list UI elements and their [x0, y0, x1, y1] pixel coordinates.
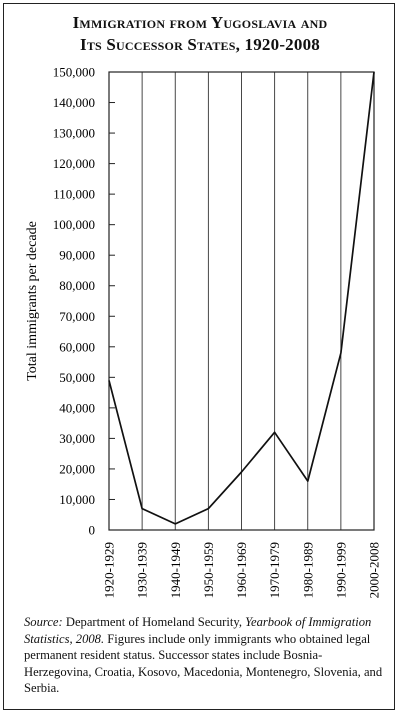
y-tick-label-20000: 20,000 — [59, 461, 95, 476]
x-tick-label-1980-1989: 1980-1989 — [300, 542, 315, 598]
chart-title-line-1: Immigration from Yugoslavia and — [72, 13, 328, 32]
chart-frame — [3, 3, 395, 710]
y-tick-label-0: 0 — [89, 523, 96, 538]
y-tick-label-100000: 100,000 — [53, 217, 95, 232]
x-tick-label-1920-1929: 1920-1929 — [102, 542, 117, 598]
y-axis-label: Total immigrants per decade — [25, 221, 40, 381]
y-tick-label-140000: 140,000 — [53, 95, 95, 110]
y-tick-label-120000: 120,000 — [53, 156, 95, 171]
y-tick-label-10000: 10,000 — [59, 492, 95, 507]
source-label: Source: — [24, 615, 63, 629]
y-tick-label-60000: 60,000 — [59, 339, 95, 354]
series-line — [108, 71, 375, 525]
x-tick-label-1930-1939: 1930-1939 — [135, 542, 150, 598]
y-tick-label-70000: 70,000 — [59, 309, 95, 324]
y-tick-label-80000: 80,000 — [59, 278, 95, 293]
source-text-a: Department of Homeland Security, — [62, 615, 246, 629]
y-tick-labels: 0 10,000 20,000 30,000 40,000 50,000 60,000 70,… — [53, 65, 115, 538]
x-tick-label-1970-1979: 1970-1979 — [267, 542, 282, 598]
x-tick-label-1990-1999: 1990-1999 — [333, 542, 348, 598]
y-tick-label-30000: 30,000 — [59, 431, 95, 446]
y-tick-label-90000: 90,000 — [59, 248, 95, 263]
y-tick-label-130000: 130,000 — [53, 126, 95, 141]
grid-layer — [141, 72, 342, 530]
source-note: Source: Department of Homeland Security,… — [24, 614, 384, 697]
y-tick-label-50000: 50,000 — [59, 370, 95, 385]
x-tick-labels: 1920-1929 1930-1939 1940-1949 1950-1959 1960… — [102, 542, 382, 598]
y-tick-label-40000: 40,000 — [59, 400, 95, 415]
y-tick-label-150000: 150,000 — [53, 65, 95, 80]
y-tick-label-110000: 110,000 — [53, 187, 95, 202]
plot-area-border — [108, 71, 375, 531]
x-tick-label-1950-1959: 1950-1959 — [201, 542, 216, 598]
x-tick-label-1940-1949: 1940-1949 — [168, 542, 183, 598]
source-text-b: Figures include only immigrants who obta… — [24, 631, 383, 696]
x-tick-label-2000-2008: 2000-2008 — [367, 542, 382, 598]
chart-title: Immigration from Yugoslavia and Its Succ… — [0, 12, 400, 56]
source-publication: Yearbook of Immigration Statistics, 2008… — [24, 615, 372, 646]
x-tick-label-1960-1969: 1960-1969 — [234, 542, 249, 598]
chart-title-line-2: Its Successor States, 1920-2008 — [80, 35, 320, 54]
